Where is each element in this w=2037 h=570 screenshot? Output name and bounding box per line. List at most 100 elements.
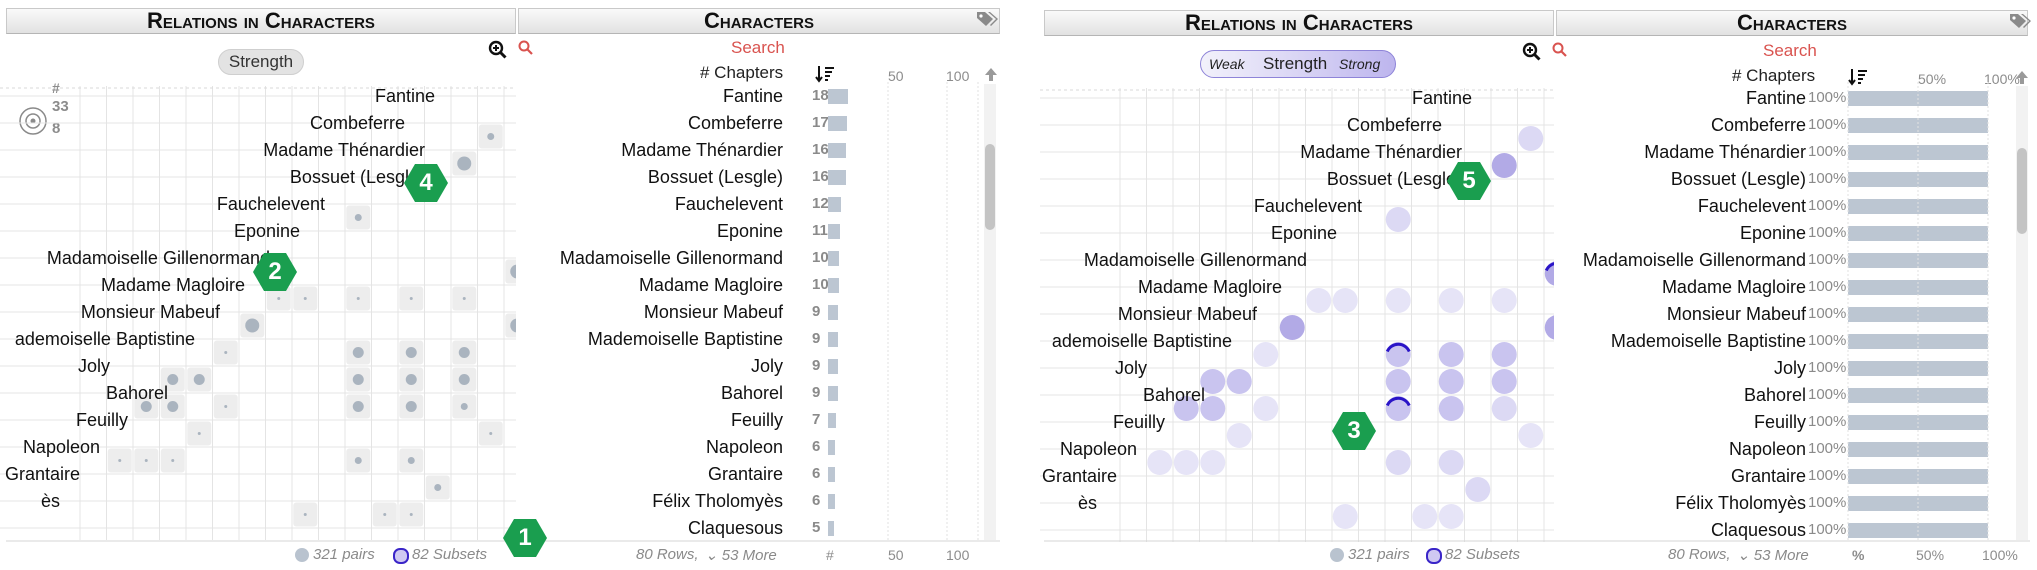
matrix-cell-dot[interactable] bbox=[1253, 396, 1279, 421]
list-item-name[interactable]: Monsieur Mabeuf bbox=[643, 302, 783, 322]
matrix-cell-dot[interactable] bbox=[1438, 369, 1464, 394]
right-matrix[interactable] bbox=[1040, 88, 1554, 542]
list-item-name[interactable]: Madame Thénardier bbox=[1644, 142, 1806, 162]
matrix-cell-dot[interactable] bbox=[1438, 288, 1464, 313]
list-item-name[interactable]: Fauchelevent bbox=[674, 194, 783, 214]
matrix-row-label[interactable]: Napoleon bbox=[1059, 439, 1137, 459]
matrix-cell-dot[interactable] bbox=[1438, 396, 1464, 421]
matrix-row-label[interactable]: Fauchelevent bbox=[1253, 196, 1362, 216]
strength-toggle[interactable]: Strength bbox=[218, 49, 304, 75]
chapters-header[interactable]: # Chapters bbox=[700, 63, 784, 82]
matrix-row-label[interactable]: Madame Magloire bbox=[1137, 277, 1282, 297]
footer-more[interactable]: ⌄ 53 More bbox=[705, 547, 777, 564]
list-item-name[interactable]: Mademoiselle Baptistine bbox=[1610, 331, 1806, 351]
list-item-name[interactable]: Joly bbox=[750, 356, 783, 376]
matrix-cell-dot[interactable] bbox=[1385, 288, 1411, 313]
matrix-row-label[interactable]: Feuilly bbox=[1112, 412, 1165, 432]
matrix-row-label[interactable]: Bahorel bbox=[105, 383, 168, 403]
matrix-cell-dot[interactable] bbox=[1438, 342, 1464, 367]
matrix-cell-dot[interactable] bbox=[1465, 477, 1491, 502]
left-scrollbar[interactable] bbox=[984, 84, 996, 540]
list-item-name[interactable]: Grantaire bbox=[1730, 466, 1806, 486]
list-item-name[interactable]: Monsieur Mabeuf bbox=[1666, 304, 1806, 324]
list-item-name[interactable]: Félix Tholomyès bbox=[652, 491, 783, 511]
tag-icon[interactable] bbox=[976, 10, 998, 33]
zoom-in-icon[interactable] bbox=[488, 40, 508, 65]
matrix-cell-dot[interactable] bbox=[1306, 288, 1332, 313]
search-input[interactable]: Search bbox=[1763, 41, 1817, 60]
list-item-name[interactable]: Napoleon bbox=[1728, 439, 1806, 459]
list-item-name[interactable]: Eponine bbox=[716, 221, 783, 241]
matrix-cell-dot[interactable] bbox=[1412, 504, 1438, 529]
matrix-cell-dot[interactable] bbox=[1173, 450, 1199, 475]
list-item-name[interactable]: Bahorel bbox=[1743, 385, 1806, 405]
matrix-row-label[interactable]: Bossuet (Lesgle) bbox=[1326, 169, 1462, 189]
matrix-row-label[interactable]: Combeferre bbox=[1346, 115, 1442, 135]
matrix-cell-dot[interactable] bbox=[1491, 153, 1517, 178]
matrix-row-label[interactable]: Monsieur Mabeuf bbox=[80, 302, 220, 322]
matrix-row-label[interactable]: ès bbox=[1077, 493, 1097, 513]
list-item-name[interactable]: Napoleon bbox=[705, 437, 783, 457]
strength-slider[interactable]: Weak Strength Strong bbox=[1200, 50, 1396, 78]
list-item-name[interactable]: Feuilly bbox=[730, 410, 783, 430]
matrix-cell-dot[interactable] bbox=[1544, 315, 1554, 340]
search-icon[interactable] bbox=[518, 40, 534, 61]
matrix-cell-dot[interactable] bbox=[1253, 342, 1279, 367]
list-item-name[interactable]: Madame Magloire bbox=[638, 275, 783, 295]
matrix-cell-dot[interactable] bbox=[1518, 126, 1544, 151]
matrix-cell-dot[interactable] bbox=[1200, 450, 1226, 475]
list-item-name[interactable]: Bossuet (Lesgle) bbox=[647, 167, 783, 187]
left-matrix[interactable] bbox=[0, 86, 516, 540]
zoom-in-icon[interactable] bbox=[1522, 42, 1542, 67]
matrix-row-label[interactable]: Bossuet (Lesgle) bbox=[289, 167, 425, 187]
list-item-name[interactable]: Félix Tholomyès bbox=[1675, 493, 1806, 513]
list-item-name[interactable]: Grantaire bbox=[707, 464, 783, 484]
chapters-header[interactable]: # Chapters bbox=[1732, 66, 1816, 85]
matrix-row-label[interactable]: Fauchelevent bbox=[216, 194, 325, 214]
matrix-cell-dot[interactable] bbox=[1438, 450, 1464, 475]
matrix-row-label[interactable]: Joly bbox=[1114, 358, 1147, 378]
matrix-row-label[interactable]: Fantine bbox=[1411, 88, 1472, 108]
matrix-row-label[interactable]: Grantaire bbox=[4, 464, 80, 484]
matrix-cell-dot[interactable] bbox=[1279, 315, 1305, 340]
list-item-name[interactable]: Eponine bbox=[1739, 223, 1806, 243]
matrix-row-label[interactable]: Madamoiselle Gillenormand bbox=[1083, 250, 1307, 270]
list-item-name[interactable]: Bossuet (Lesgle) bbox=[1670, 169, 1806, 189]
matrix-row-label[interactable]: Grantaire bbox=[1041, 466, 1117, 486]
matrix-cell-dot[interactable] bbox=[1385, 450, 1411, 475]
sort-descending-icon[interactable] bbox=[1848, 67, 1868, 92]
list-item-name[interactable]: Feuilly bbox=[1753, 412, 1806, 432]
list-item-name[interactable]: Madame Magloire bbox=[1661, 277, 1806, 297]
matrix-row-label[interactable]: Joly bbox=[77, 356, 110, 376]
matrix-cell-dot[interactable] bbox=[1385, 342, 1411, 367]
right-scroll-thumb[interactable] bbox=[2017, 148, 2027, 234]
matrix-row-label[interactable]: Madame Thénardier bbox=[1300, 142, 1462, 162]
matrix-cell-dot[interactable] bbox=[1385, 396, 1411, 421]
list-item-name[interactable]: Combeferre bbox=[687, 113, 783, 133]
matrix-cell-dot[interactable] bbox=[1147, 450, 1173, 475]
matrix-cell-dot[interactable] bbox=[1385, 369, 1411, 394]
matrix-cell-dot[interactable] bbox=[1491, 288, 1517, 313]
matrix-row-label[interactable]: ademoiselle Baptistine bbox=[14, 329, 195, 349]
list-item-name[interactable]: Fantine bbox=[1745, 88, 1806, 108]
matrix-row-label[interactable]: Madamoiselle Gillenormand bbox=[46, 248, 270, 268]
matrix-cell-dot[interactable] bbox=[1491, 342, 1517, 367]
matrix-cell-dot[interactable] bbox=[1518, 423, 1544, 448]
list-item-name[interactable]: Fauchelevent bbox=[1697, 196, 1806, 216]
scroll-up-icon[interactable] bbox=[2014, 69, 2030, 90]
matrix-cell-dot[interactable] bbox=[1332, 288, 1358, 313]
matrix-row-label[interactable]: Bahorel bbox=[1142, 385, 1205, 405]
matrix-cell-dot[interactable] bbox=[1491, 369, 1517, 394]
matrix-cell-dot[interactable] bbox=[1491, 396, 1517, 421]
matrix-row-label[interactable]: Monsieur Mabeuf bbox=[1117, 304, 1257, 324]
matrix-row-label[interactable]: Eponine bbox=[1270, 223, 1337, 243]
list-item-name[interactable]: Claquesous bbox=[687, 518, 783, 538]
sort-descending-icon[interactable] bbox=[815, 64, 835, 89]
matrix-cell-dot[interactable] bbox=[1226, 423, 1252, 448]
footer-more-text[interactable]: 53 More bbox=[721, 547, 777, 564]
matrix-cell-dot[interactable] bbox=[1385, 207, 1411, 232]
scroll-up-icon[interactable] bbox=[983, 66, 999, 87]
matrix-row-label[interactable]: Combeferre bbox=[309, 113, 405, 133]
right-scrollbar[interactable] bbox=[2016, 86, 2028, 540]
matrix-row-label[interactable]: ès bbox=[40, 491, 60, 511]
